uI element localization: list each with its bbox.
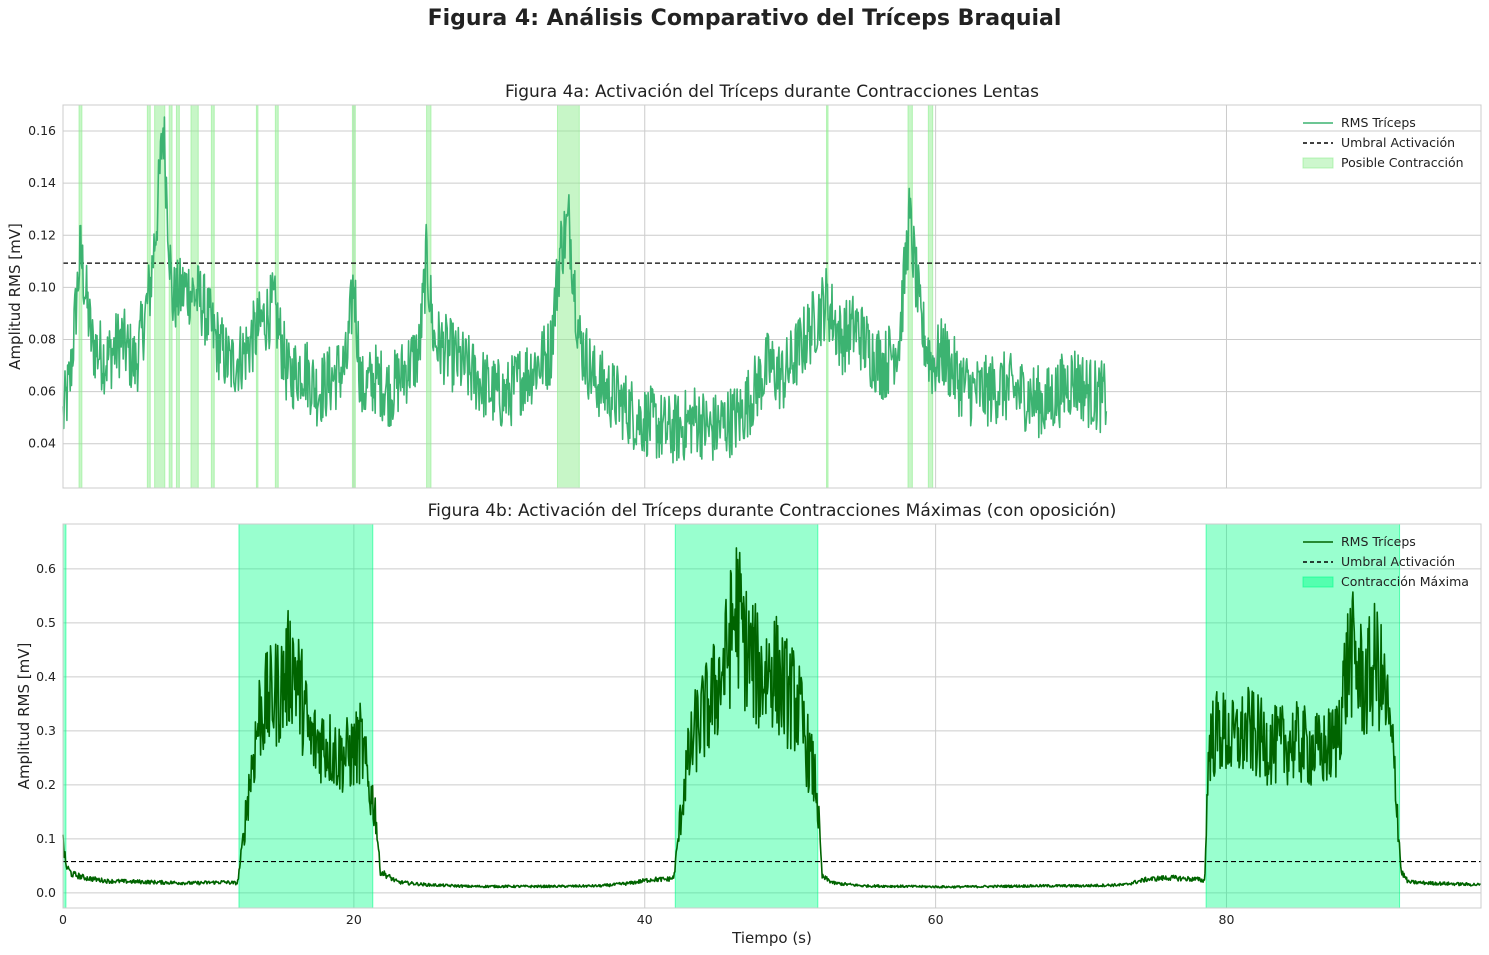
y-axis-label: Amplitud RMS [mV] bbox=[15, 643, 33, 790]
plot-frame bbox=[62, 104, 1482, 489]
panel-title: Figura 4a: Activación del Tríceps durant… bbox=[505, 82, 1039, 102]
y-tick-label: 0.5 bbox=[36, 615, 56, 630]
y-tick-label: 0.06 bbox=[28, 384, 56, 399]
legend-swatch bbox=[1302, 157, 1334, 169]
legend-label: Posible Contracción bbox=[1341, 155, 1464, 170]
grid bbox=[62, 105, 1481, 488]
legend-label: Contracción Máxima bbox=[1341, 574, 1469, 589]
legend-label: RMS Tríceps bbox=[1341, 534, 1416, 549]
y-tick-label: 0.2 bbox=[36, 777, 56, 792]
figure-title: Figura 4: Análisis Comparativo del Tríce… bbox=[427, 6, 1062, 31]
x-tick-label: 0 bbox=[59, 912, 67, 927]
x-tick-label: 20 bbox=[346, 912, 362, 927]
x-tick-label: 80 bbox=[1219, 912, 1235, 927]
legend-label: Umbral Activación bbox=[1341, 135, 1455, 150]
span-posible-contraccion bbox=[78, 104, 83, 489]
legend-label: Umbral Activación bbox=[1341, 554, 1455, 569]
y-tick-label: 0.0 bbox=[36, 885, 56, 900]
span-posible-contraccion bbox=[210, 104, 215, 489]
y-tick-label: 0.04 bbox=[28, 436, 56, 451]
y-tick-label: 0.12 bbox=[28, 227, 56, 242]
x-tick-label: 40 bbox=[637, 912, 653, 927]
span-posible-contraccion bbox=[255, 104, 259, 489]
panel-title: Figura 4b: Activación del Tríceps durant… bbox=[428, 501, 1117, 521]
span-posible-contraccion bbox=[907, 104, 913, 489]
y-tick-label: 0.6 bbox=[36, 561, 56, 576]
legend-swatch bbox=[1302, 576, 1334, 588]
panel-b: 0.0 0.1 0.2 0.3 0.4 0.5 0.6 0 20 40 60 80 Tiempo (s)… bbox=[15, 501, 1482, 947]
span-posible-contraccion bbox=[556, 104, 580, 489]
rms-series-line bbox=[62, 547, 1481, 889]
y-tick-label: 0.16 bbox=[28, 123, 56, 138]
x-tick-label: 60 bbox=[928, 912, 944, 927]
y-tick-label: 0.08 bbox=[28, 331, 56, 346]
y-axis-label: Amplitud RMS [mV] bbox=[6, 223, 24, 370]
legend: RMS Tríceps Umbral Activación Contracción … bbox=[1302, 534, 1469, 589]
span-posible-contraccion bbox=[927, 104, 934, 489]
y-tick-label: 0.14 bbox=[28, 175, 56, 190]
rms-series-line bbox=[62, 116, 1108, 464]
legend: RMS Tríceps Umbral Activación Posible Cont… bbox=[1302, 115, 1464, 170]
x-axis-label: Tiempo (s) bbox=[731, 929, 812, 947]
panel-a: 0.04 0.06 0.08 0.10 0.12 0.14 0.16 Figura 4a: A… bbox=[6, 82, 1482, 489]
y-tick-label: 0.1 bbox=[36, 831, 56, 846]
plot-frame bbox=[62, 523, 1482, 909]
legend-label: RMS Tríceps bbox=[1341, 115, 1416, 130]
y-tick-label: 0.4 bbox=[36, 669, 56, 684]
contraction-spans bbox=[62, 523, 1401, 909]
y-tick-label: 0.3 bbox=[36, 723, 56, 738]
y-tick-label: 0.10 bbox=[28, 279, 56, 294]
